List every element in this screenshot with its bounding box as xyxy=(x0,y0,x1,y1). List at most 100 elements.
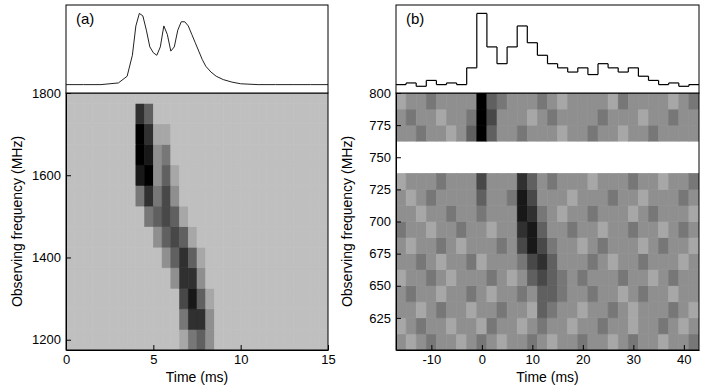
heat-cell xyxy=(118,288,127,309)
heat-cell xyxy=(180,186,189,207)
heat-cell xyxy=(497,254,507,270)
heat-cell xyxy=(188,124,197,145)
y-tick: 725 xyxy=(369,182,401,197)
heat-cell xyxy=(206,93,215,103)
y-tick-label: 625 xyxy=(369,311,391,326)
heat-cell xyxy=(426,189,436,205)
heat-cell xyxy=(127,206,136,227)
profile-step xyxy=(527,42,537,43)
heat-cell xyxy=(75,227,84,248)
heat-cell xyxy=(206,247,215,268)
heat-cell xyxy=(171,93,180,103)
figure: 0510151200140016001800Time (ms)Observing… xyxy=(0,0,704,386)
x-axis-title: Time (ms) xyxy=(516,369,578,385)
heat-cell xyxy=(608,222,618,238)
heat-cell xyxy=(436,286,446,302)
heat-cell xyxy=(588,334,598,350)
heat-cell xyxy=(153,124,162,145)
heat-cell xyxy=(638,109,648,125)
heat-cell xyxy=(276,329,285,350)
heat-cell xyxy=(101,309,110,330)
heat-cell xyxy=(447,205,457,221)
x-tick: 20 xyxy=(576,345,590,367)
heat-cell xyxy=(527,318,537,334)
heat-cell xyxy=(180,124,189,145)
heat-cell xyxy=(568,334,578,350)
heat-cell xyxy=(302,93,311,103)
heat-cell xyxy=(436,109,446,125)
profile-step-riser xyxy=(658,80,659,84)
heat-cell xyxy=(406,93,416,109)
heat-cell xyxy=(284,144,293,165)
heat-cell xyxy=(416,334,426,350)
y-tick: 775 xyxy=(369,118,401,133)
heat-cell xyxy=(249,165,258,186)
heat-cell xyxy=(487,286,497,302)
heat-cell xyxy=(578,302,588,318)
heat-cell xyxy=(659,302,669,318)
heat-cell xyxy=(153,206,162,227)
y-axis-title: Observing frequency (MHz) xyxy=(339,136,355,307)
heat-cell xyxy=(180,227,189,248)
heat-cell xyxy=(214,268,223,289)
x-tick-mark xyxy=(153,345,154,350)
heat-cell xyxy=(649,334,659,350)
heat-cell xyxy=(517,173,527,189)
heat-cell xyxy=(497,270,507,286)
profile-step xyxy=(507,46,517,47)
heat-cell xyxy=(659,173,669,189)
heat-cell xyxy=(659,286,669,302)
heat-cell xyxy=(145,186,154,207)
heat-cell xyxy=(258,329,267,350)
heat-cell xyxy=(679,238,689,254)
heat-cell xyxy=(679,189,689,205)
heat-cell xyxy=(497,205,507,221)
heat-cell xyxy=(679,286,689,302)
heat-cell xyxy=(145,93,154,103)
x-tick: 30 xyxy=(627,345,641,367)
heat-cell xyxy=(145,309,154,330)
heat-cell xyxy=(145,206,154,227)
profile-step-riser xyxy=(517,26,518,47)
heat-cell xyxy=(232,186,241,207)
heat-cell xyxy=(507,238,517,254)
heat-cell xyxy=(689,205,699,221)
heat-cell xyxy=(517,205,527,221)
heat-cell xyxy=(136,144,145,165)
heat-cell xyxy=(241,144,250,165)
heat-cell xyxy=(467,270,477,286)
profile-step-riser xyxy=(597,64,598,75)
heat-cell xyxy=(406,318,416,334)
heat-cell xyxy=(416,286,426,302)
heat-cell xyxy=(396,205,406,221)
heat-cell xyxy=(497,318,507,334)
heat-cell xyxy=(457,173,467,189)
heat-cell xyxy=(689,318,699,334)
heat-cell xyxy=(153,247,162,268)
heat-cell xyxy=(447,125,457,141)
heat-cell xyxy=(319,206,328,227)
heat-cell xyxy=(487,318,497,334)
heat-cell xyxy=(669,270,679,286)
heat-cell xyxy=(319,103,328,124)
heat-cell xyxy=(618,93,628,109)
heat-cell xyxy=(258,144,267,165)
heat-cell xyxy=(249,268,258,289)
heat-cell xyxy=(284,186,293,207)
heat-cell xyxy=(101,93,110,103)
x-tick-label: 10 xyxy=(526,352,540,367)
heat-cell xyxy=(267,309,276,330)
heat-cell xyxy=(319,309,328,330)
heat-cell xyxy=(319,329,328,350)
heat-cell xyxy=(618,125,628,141)
heat-cell xyxy=(669,125,679,141)
heat-cell xyxy=(110,309,119,330)
heat-cell xyxy=(101,124,110,145)
heat-cell xyxy=(548,109,558,125)
heat-cell xyxy=(319,165,328,186)
heat-cell xyxy=(127,144,136,165)
heat-cell xyxy=(214,309,223,330)
heat-cell xyxy=(447,93,457,109)
heat-cell xyxy=(649,205,659,221)
profile-line xyxy=(66,13,328,84)
